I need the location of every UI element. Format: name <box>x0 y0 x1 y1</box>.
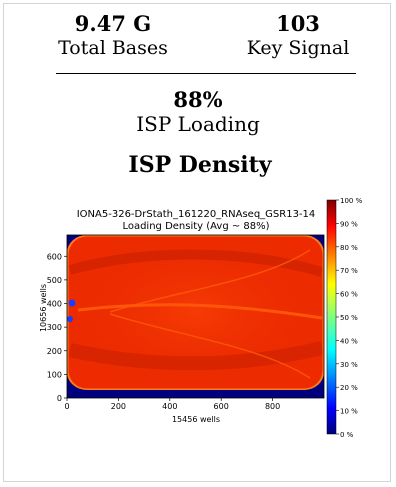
colorbar-scale <box>326 199 337 435</box>
y-tick-label: 500 <box>47 276 62 285</box>
key-signal-stat: 103 Key Signal <box>228 12 368 60</box>
y-tick-label: 100 <box>47 370 62 379</box>
flow-line <box>109 313 311 379</box>
colorbar-tick-label: 80 % <box>340 244 358 252</box>
x-axis: 0 200 400 600 800 <box>64 398 280 411</box>
colorbar-tick-label: 70 % <box>340 267 358 275</box>
isp-density-chart: IONA5-326-DrStath_161220_RNAseq_GSR13-14… <box>39 197 363 439</box>
y-axis-label: 10656 wells <box>39 284 48 332</box>
y-tick-label: 600 <box>47 252 62 261</box>
section-title: ISP Density <box>128 152 272 178</box>
colorbar-tick-label: 40 % <box>340 337 358 345</box>
x-tick-label: 800 <box>265 402 280 411</box>
y-axis: 0 100 200 300 400 500 600 <box>47 252 67 403</box>
y-tick-label: 300 <box>47 323 62 332</box>
colorbar-tick-label: 10 % <box>340 408 358 416</box>
flow-line <box>77 303 323 320</box>
plot-area <box>66 234 325 399</box>
low-density-spot <box>67 316 73 322</box>
key-signal-value: 103 <box>276 11 320 36</box>
isp-loading-value: 88% <box>173 87 223 112</box>
key-signal-label: Key Signal <box>246 37 350 59</box>
colorbar-tick-label: 90 % <box>340 220 358 228</box>
total-bases-value: 9.47 G <box>74 11 152 36</box>
flow-line <box>109 249 311 313</box>
colorbar-tick-label: 30 % <box>340 361 358 369</box>
isp-loading-label: ISP Loading <box>136 112 260 136</box>
y-tick-label: 200 <box>47 347 62 356</box>
isp-loading-stat: 88% ISP Loading <box>98 87 298 137</box>
chart-subtitle: Loading Density (Avg ~ 88%) <box>122 221 269 232</box>
chart-title: IONA5-326-DrStath_161220_RNAseq_GSR13-14 <box>77 209 316 220</box>
x-tick-label: 400 <box>162 402 177 411</box>
low-density-band <box>68 341 324 371</box>
loading-density-heatmap <box>67 235 324 390</box>
colorbar-tick-label: 100 % <box>340 197 363 205</box>
low-density-spot <box>68 299 76 307</box>
x-tick-label: 200 <box>111 402 126 411</box>
total-bases-stat: 9.47 G Total Bases <box>48 12 178 60</box>
y-tick-label: 0 <box>57 394 62 403</box>
colorbar-tick-label: 50 % <box>340 314 358 322</box>
x-tick-label: 0 <box>64 402 69 411</box>
x-axis-label: 15456 wells <box>172 415 220 424</box>
colorbar: 0 % 10 % 20 % 30 % 40 % 50 % 60 % 70 % 80 % 90 % 1… <box>326 197 363 439</box>
stats-divider <box>56 73 356 74</box>
total-bases-label: Total Bases <box>58 37 168 59</box>
colorbar-tick-label: 0 % <box>340 431 354 439</box>
plot-frame <box>66 234 325 399</box>
x-tick-label: 600 <box>214 402 229 411</box>
colorbar-tick-label: 20 % <box>340 384 358 392</box>
colorbar-tick-label: 60 % <box>340 291 358 299</box>
report-panel <box>3 3 391 482</box>
y-tick-label: 400 <box>47 300 62 309</box>
low-density-band <box>68 249 324 277</box>
